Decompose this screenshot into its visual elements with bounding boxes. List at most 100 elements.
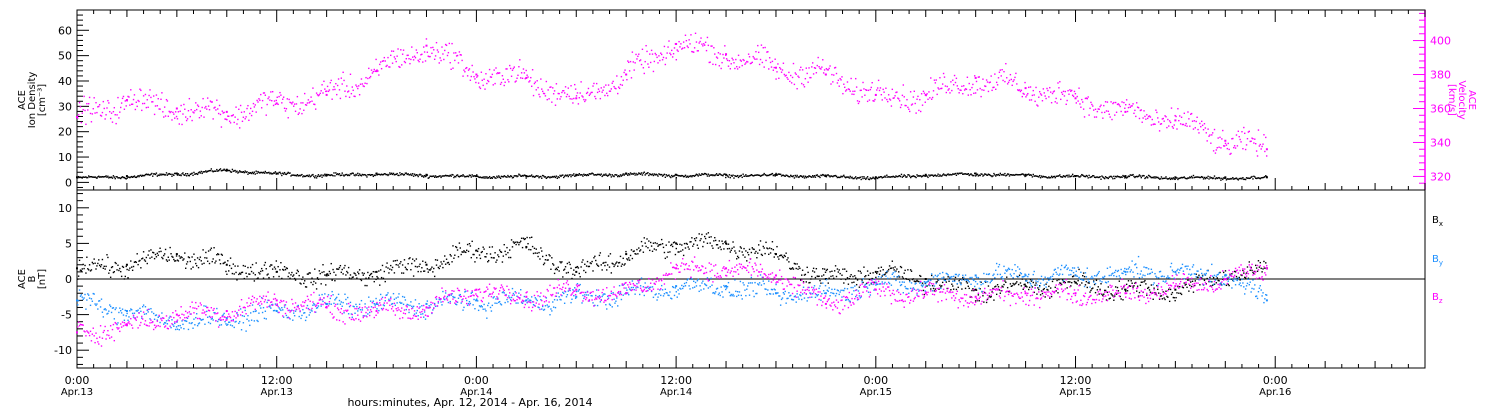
data-point [386,294,388,296]
data-point [126,312,128,315]
data-point [1008,79,1011,82]
data-point [709,242,711,244]
data-point [1042,88,1045,90]
data-point [854,177,856,179]
data-point [857,177,860,179]
data-point [852,286,854,289]
data-point [1111,118,1113,121]
data-point [312,173,314,176]
data-point [275,172,278,175]
data-point [710,45,712,47]
data-point [746,175,748,178]
data-point [414,299,417,301]
data-point [887,94,890,96]
data-point [1199,284,1201,286]
data-point [591,91,593,94]
data-point [982,295,984,297]
data-point [195,108,198,111]
data-point [495,298,497,300]
data-point [974,172,977,175]
data-point [400,261,402,263]
data-point [580,81,582,83]
data-point [354,312,356,314]
data-point [401,64,403,66]
data-point [788,175,790,178]
data-point [859,270,861,273]
data-point [809,175,811,178]
data-point [851,176,853,178]
data-point [916,98,918,100]
data-point [117,177,119,179]
data-point [803,274,806,276]
data-point [247,173,249,175]
data-point [921,175,924,177]
data-point [864,177,866,180]
data-point [306,174,309,177]
data-point [120,102,123,104]
data-point [379,173,381,176]
data-point [209,169,212,172]
data-point [757,283,759,285]
data-point [615,174,617,176]
data-point [662,56,665,59]
data-point [526,302,528,304]
data-point [586,260,589,263]
data-point [930,77,932,79]
data-point [158,251,160,253]
y-tick-label: 40 [58,75,72,88]
data-point [87,175,90,177]
data-point [971,86,973,89]
data-point [1096,110,1099,113]
data-point [946,287,948,290]
data-point [447,301,450,304]
data-point [770,173,773,175]
data-point [347,296,349,299]
data-point [773,288,775,290]
data-point [968,174,970,177]
data-point [905,176,907,178]
data-point [859,176,861,178]
data-point [771,241,774,243]
data-point [461,175,463,177]
data-point [728,247,731,250]
data-point [570,267,572,270]
data-point [652,296,655,299]
data-point [302,308,304,311]
data-point [974,288,977,291]
data-point [693,174,695,177]
data-point [1186,286,1188,289]
data-point [880,176,883,178]
data-point [323,175,325,177]
data-point [734,279,736,281]
data-point [833,67,836,69]
data-point [613,85,615,88]
data-point [333,302,335,305]
data-point [788,71,790,74]
data-point [482,176,484,178]
data-point [387,56,389,59]
data-point [171,119,173,121]
data-point [98,105,100,108]
data-point [786,297,788,300]
data-point [152,252,155,254]
data-point [632,286,634,289]
data-point [575,97,578,100]
data-point [219,319,222,321]
data-point [465,251,467,254]
data-point [124,309,126,312]
data-point [631,257,634,260]
data-point [539,295,541,298]
data-point [700,289,702,291]
data-point [127,176,129,178]
data-point [287,117,289,119]
data-point [589,93,591,95]
data-point [417,59,419,62]
data-point [351,86,353,88]
data-point [262,92,265,94]
data-point [552,301,554,303]
data-point [451,173,453,176]
data-point [637,173,639,176]
data-point [460,54,462,56]
data-point [975,80,978,83]
data-point [1129,285,1132,287]
